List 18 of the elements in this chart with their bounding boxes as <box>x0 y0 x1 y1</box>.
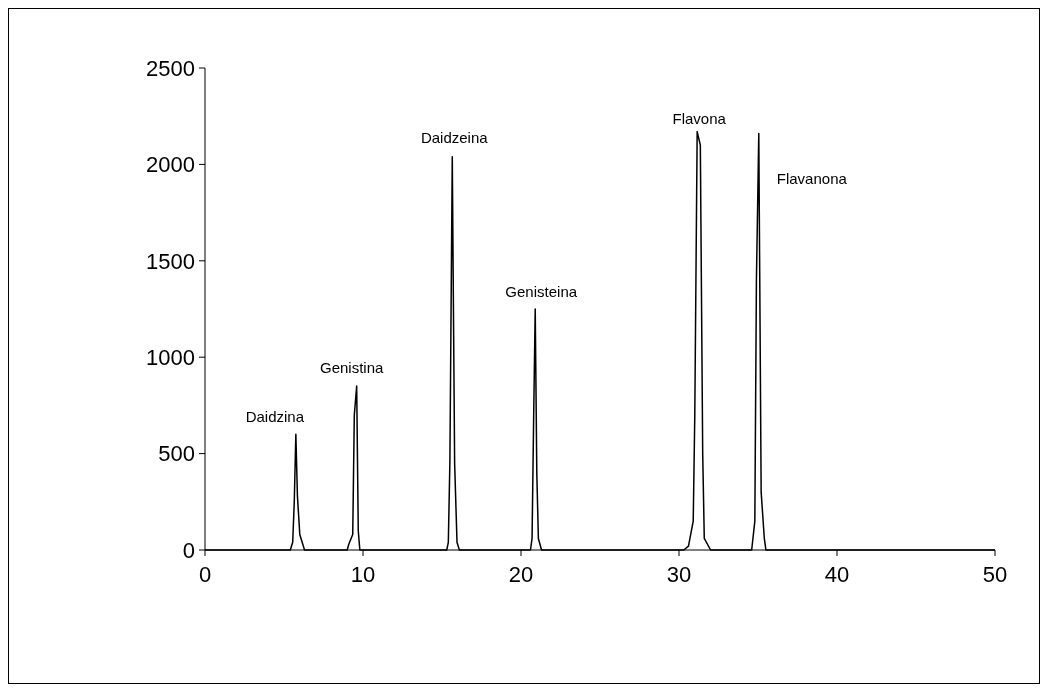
annotation: Flavanona <box>776 169 848 187</box>
x-tick-label: 20 <box>508 562 534 587</box>
annotation: Flavona <box>672 109 727 127</box>
x-tick-label: 10 <box>350 562 376 587</box>
x-tick-label: 0 <box>198 562 212 587</box>
y-tick-label: 0 <box>182 537 195 563</box>
y-tick-label: 2000 <box>146 152 195 178</box>
annotation: Daidzeina <box>420 128 489 146</box>
annotation: Genistina <box>319 359 385 377</box>
annotation: Daidzina <box>245 408 305 426</box>
y-tick-label: 1000 <box>146 344 195 370</box>
x-tick-label: 40 <box>824 562 850 587</box>
x-tick-label: 50 <box>982 562 1008 587</box>
annotation: Genisteina <box>505 283 578 300</box>
y-tick-label: 500 <box>158 441 195 467</box>
x-tick-label: 30 <box>666 562 692 587</box>
y-tick-label: 1500 <box>146 248 195 274</box>
y-tick-label: 2500 <box>146 55 195 81</box>
